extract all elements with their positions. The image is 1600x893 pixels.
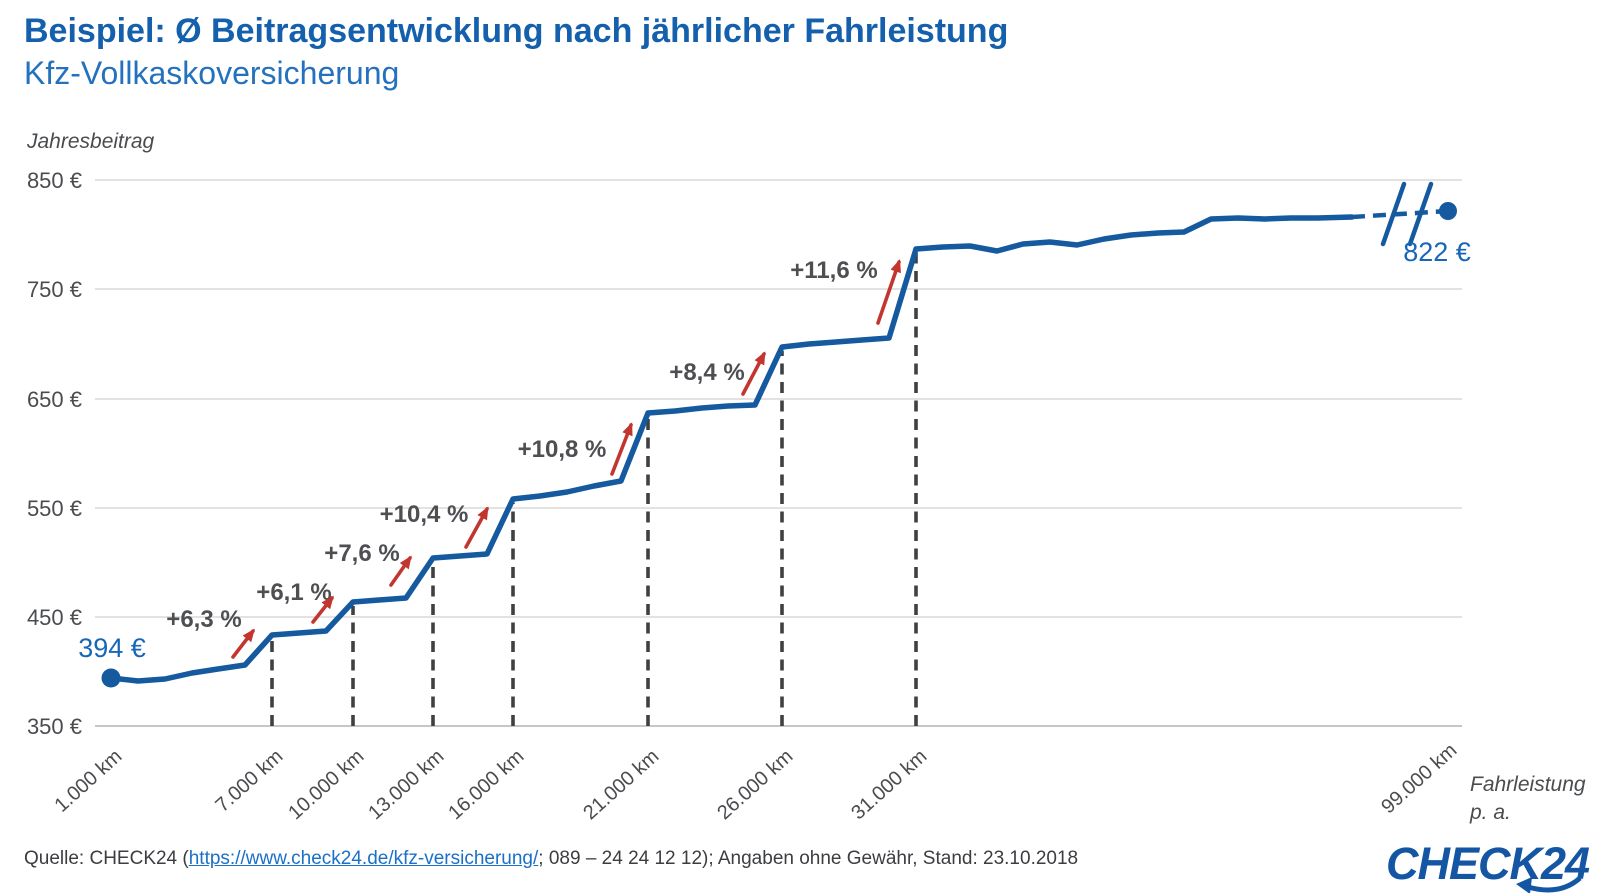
percent-label-10-4: +10,4 % [380, 501, 469, 528]
end-point-marker [1439, 202, 1457, 220]
check24-logo: CHECK24 [1386, 838, 1590, 893]
chart-header: Beispiel: Ø Beitragsentwicklung nach jäh… [24, 12, 1008, 92]
x-tick-13000km: 13.000 km [364, 745, 448, 824]
x-tick-10000km: 10.000 km [284, 745, 368, 824]
x-axis-title: Fahrleistung p. a. [1469, 773, 1586, 824]
page-subtitle: Kfz-Vollkaskoversicherung [24, 55, 400, 91]
y-tick-850: 850 € [27, 168, 82, 193]
percent-label-11-6: +11,6 % [790, 257, 877, 284]
start-value-label: 394 € [78, 633, 146, 663]
page-title: Beispiel: Ø Beitragsentwicklung nach jäh… [24, 12, 1009, 50]
percent-label-8-4: +8,4 % [669, 359, 744, 386]
y-tick-650: 650 € [27, 387, 82, 412]
svg-text:Fahrleistung: Fahrleistung [1470, 773, 1586, 796]
start-point-marker [101, 668, 121, 688]
percent-labels: +6,3 % +6,1 % +7,6 % +10,4 % +10,8 % +8,… [166, 257, 877, 633]
premium-line-dashed-tail [1351, 208, 1449, 220]
axis-break-icon [1380, 181, 1434, 247]
y-tick-550: 550 € [27, 496, 82, 521]
source-link[interactable]: https://www.check24.de/kfz-versicherung/ [188, 848, 539, 869]
x-axis-labels: 1.000 km 7.000 km 10.000 km 13.000 km 16… [50, 739, 1461, 824]
x-tick-16000km: 16.000 km [444, 745, 528, 824]
source-text-prefix: Quelle: CHECK24 ( [24, 848, 189, 869]
x-tick-7000km: 7.000 km [211, 745, 287, 816]
premium-line [108, 214, 1355, 684]
x-tick-99000km: 99.000 km [1377, 739, 1461, 818]
y-tick-450: 450 € [27, 605, 82, 630]
gridlines [95, 179, 1462, 727]
x-tick-1000km: 1.000 km [50, 745, 126, 816]
y-tick-350: 350 € [27, 714, 82, 739]
percent-label-10-8: +10,8 % [518, 436, 607, 463]
source-footer: Quelle: CHECK24 (https://www.check24.de/… [24, 848, 1078, 870]
percent-label-7-6: +7,6 % [324, 540, 399, 567]
check24-logo-text: CHECK24 [1386, 838, 1590, 889]
increase-arrow-icons [231, 259, 901, 659]
svg-text:p. a.: p. a. [1469, 801, 1511, 824]
check24-logo-swoosh-icon [1516, 876, 1582, 893]
x-tick-26000km: 26.000 km [713, 745, 797, 824]
percent-label-6-3: +6,3 % [166, 606, 241, 633]
y-axis-labels: 850 € 750 € 650 € 550 € 450 € 350 € [27, 168, 82, 739]
end-value-label: 822 € [1403, 237, 1471, 267]
step-marker-lines [270, 253, 918, 726]
x-tick-31000km: 31.000 km [847, 745, 931, 824]
y-axis-title: Jahresbeitrag [26, 130, 155, 153]
y-tick-750: 750 € [27, 277, 82, 302]
x-tick-21000km: 21.000 km [579, 745, 663, 824]
source-text-suffix: ; 089 – 24 24 12 12); Angaben ohne Gewäh… [538, 848, 1079, 869]
percent-label-6-1: +6,1 % [256, 579, 331, 606]
